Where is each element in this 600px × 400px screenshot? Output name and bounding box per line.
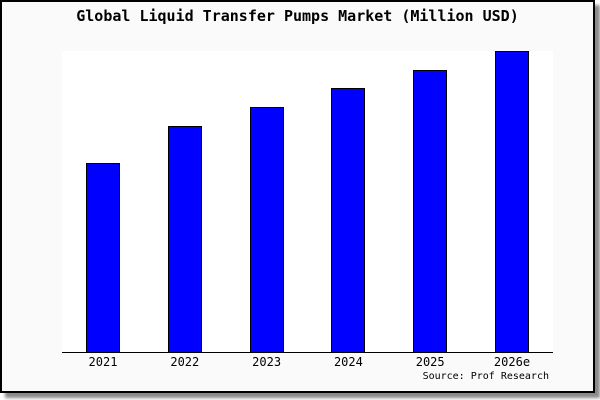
plot-area [62, 51, 553, 353]
bar-2026e [494, 51, 529, 352]
bar-2025 [413, 70, 448, 352]
x-tick-label-2025: 2025 [415, 355, 445, 369]
bar-2022 [167, 126, 202, 352]
source-note: Source: Prof Research [422, 371, 549, 382]
x-axis-tick-labels: 2021 2022 2023 2024 2025 2026e [62, 356, 553, 369]
bars-container [62, 51, 553, 352]
x-tick-label-2023: 2023 [252, 355, 282, 369]
x-tick-label-2024: 2024 [333, 355, 363, 369]
x-tick-label-2026e: 2026e [493, 355, 531, 369]
x-tick-label-2021: 2021 [88, 355, 118, 369]
chart-title: Global Liquid Transfer Pumps Market (Mil… [76, 7, 519, 25]
chart-frame: Global Liquid Transfer Pumps Market (Mil… [0, 0, 595, 393]
bar-2024 [331, 88, 366, 352]
bar-2021 [86, 163, 120, 352]
x-tick-label-2022: 2022 [170, 355, 200, 369]
bar-2023 [249, 107, 284, 352]
